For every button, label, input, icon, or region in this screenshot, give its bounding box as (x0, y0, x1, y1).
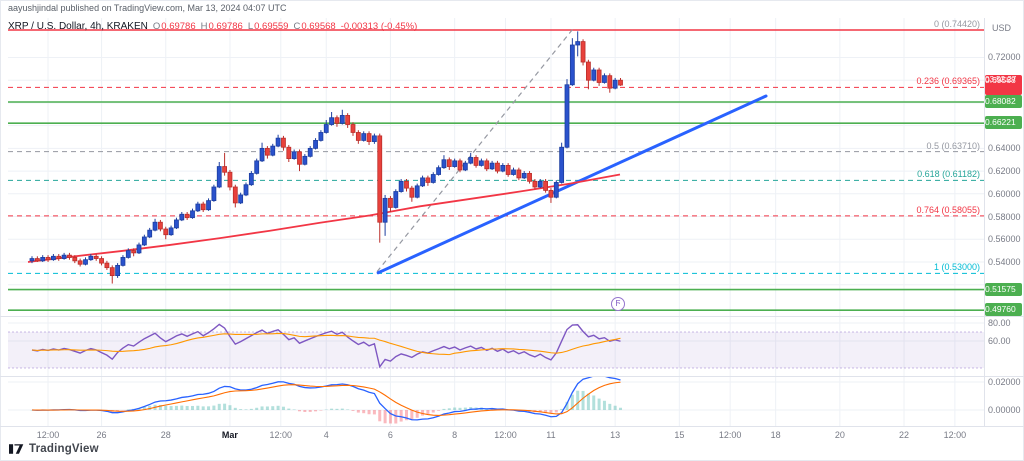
time-axis-label: 11 (546, 430, 556, 440)
macd-axis-label: 0.00000 (988, 405, 1021, 415)
time-axis-label: 28 (160, 430, 171, 440)
time-axis-label: 12:00 (494, 430, 517, 440)
fib-level-label: 0.236 (0.69365) (916, 76, 980, 87)
time-axis-label: 15 (674, 430, 685, 440)
tradingview-logo[interactable]: TradingView (9, 442, 99, 456)
level-price-badge: 0.49760 (985, 303, 1022, 317)
macd-series (30, 377, 622, 424)
time-axis-label: 6 (387, 430, 393, 440)
level-price-badge: 0.66221 (985, 116, 1022, 130)
time-axis-label: 20 (834, 430, 845, 440)
rsi-axis-label: 80.00 (988, 318, 1011, 328)
chart-legend: XRP / U.S. Dollar, 4h, KRAKEN O0.69786 H0.… (8, 21, 417, 32)
ohlc-key: H (200, 21, 208, 32)
rsi-axis-label: 60.00 (988, 336, 1011, 346)
rsi-pane[interactable] (8, 318, 984, 376)
event-marker-icon[interactable]: Ϝ (611, 297, 625, 311)
time-axis-label: 12:00 (943, 430, 967, 440)
price-axis-label: 0.62000 (988, 166, 1021, 177)
last-price-badge: 0.69568 03:52:27 (985, 75, 1022, 96)
time-axis-label: 12:00 (36, 430, 60, 440)
grid-lines (8, 18, 984, 426)
badge-price: 0.69568 (985, 75, 1016, 86)
ma-line (27, 173, 621, 263)
ohlc-key: L (247, 21, 254, 32)
ohlc-value: 0.69559 (254, 21, 289, 32)
price-axis-label: 0.58000 (988, 211, 1021, 222)
fib-level-label: 0 (0.74420) (933, 19, 980, 29)
attribution-text: aayushjindal published on TradingView.co… (8, 3, 287, 13)
ohlc-values: O0.69786 H0.69786 L0.69559 C0.69568 -0.00313… (148, 21, 417, 32)
price-axis-label: 0.72000 (988, 52, 1021, 63)
change-value: -0.00313 (-0.45%) (340, 21, 418, 32)
horizontal-levels[interactable] (8, 29, 984, 311)
fib-level-label: 0.764 (0.58055) (916, 204, 980, 215)
lightning-icon: Ϝ (615, 299, 621, 308)
time-axis-label: 12:00 (269, 430, 293, 440)
rsi-line (31, 323, 621, 369)
time-axis-label: 18 (770, 430, 781, 440)
macd-axis-label: 0.02000 (988, 377, 1021, 387)
level-price-badge: 0.68082 (985, 94, 1022, 108)
fib-level-label: 0.618 (0.61182) (917, 169, 980, 180)
symbol-title[interactable]: XRP / U.S. Dollar, 4h, KRAKEN (8, 21, 148, 32)
badge-price: 0.68082 (985, 95, 1016, 106)
time-axis-label: 26 (96, 430, 107, 440)
ohlc-value: 0.69568 (301, 21, 336, 32)
rsi-ma-line (31, 332, 621, 356)
price-axis-label: 0.60000 (988, 188, 1021, 199)
main-price-pane[interactable] (8, 18, 984, 315)
time-axis-label: 22 (899, 430, 910, 440)
badge-price: 0.49760 (985, 304, 1016, 315)
tradingview-logo-text: TradingView (29, 443, 99, 455)
badge-countdown: 03:52:27 (985, 75, 1017, 85)
time-axis-label: 12:00 (718, 430, 742, 440)
ohlc-value: 0.69786 (161, 21, 196, 32)
badge-price: 0.51575 (985, 283, 1016, 294)
badge-price: 0.66221 (985, 117, 1016, 128)
time-axis-label: 4 (323, 430, 329, 440)
ohlc-value: 0.69786 (208, 21, 243, 32)
time-axis-label: Mar (221, 430, 238, 440)
price-axis-label: 0.56000 (988, 234, 1021, 245)
blue-trendline[interactable] (376, 94, 768, 275)
level-price-badge: 0.51575 (985, 282, 1022, 296)
ohlc-key: C (293, 21, 301, 32)
price-axis-label: 0.64000 (988, 143, 1021, 154)
dashed-trendline[interactable] (376, 29, 573, 273)
candlestick-series (29, 31, 623, 284)
currency-label: USD (992, 23, 1012, 33)
time-axis-label: 13 (610, 430, 621, 440)
macd-pane[interactable] (8, 377, 984, 423)
fib-level-label: 0.5 (0.63710) (926, 140, 980, 151)
price-axis-label: 0.54000 (988, 256, 1021, 267)
time-axis-label: 8 (452, 430, 458, 440)
tradingview-logo-icon (9, 442, 24, 456)
fib-level-label: 1 (0.53000) (933, 262, 980, 273)
ohlc-key: O (152, 21, 161, 32)
